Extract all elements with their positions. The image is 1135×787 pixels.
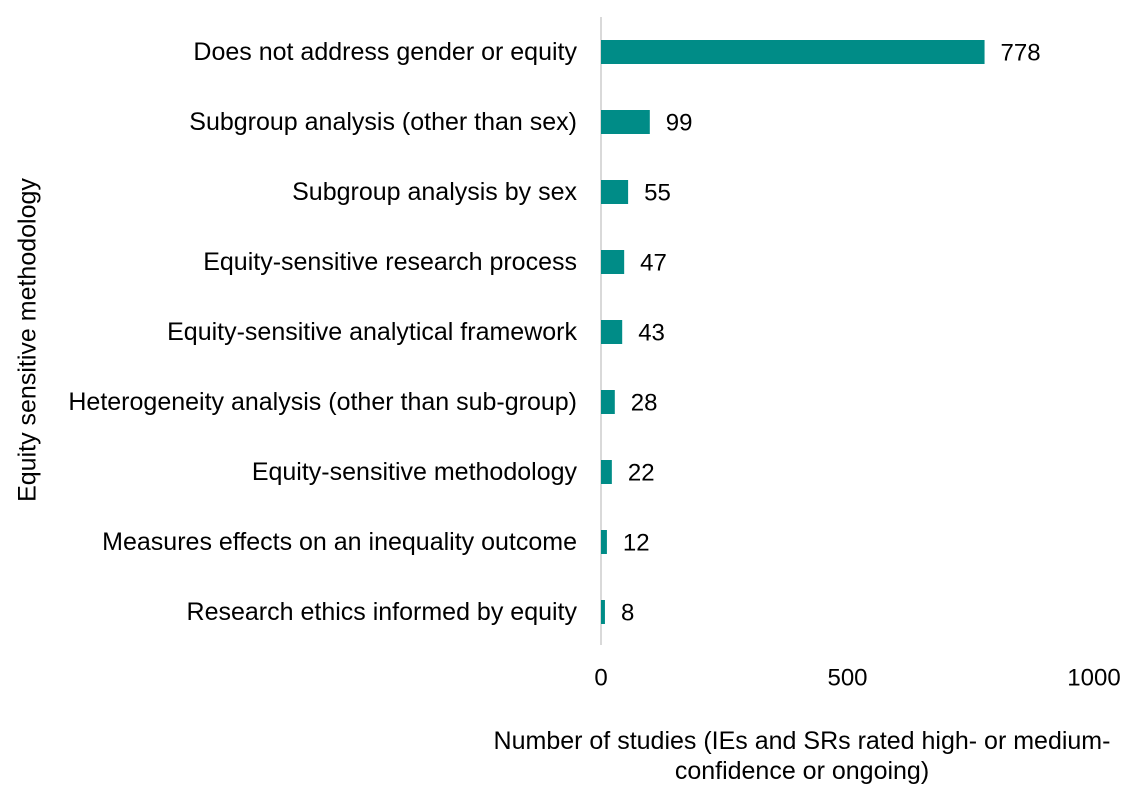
x-axis-title: Number of studies (IEs and SRs rated hig… xyxy=(493,727,1111,785)
bar xyxy=(601,110,650,134)
bar xyxy=(601,460,612,484)
y-tick-label-box: Measures effects on an inequality outcom… xyxy=(37,527,577,557)
data-label: 12 xyxy=(623,529,650,556)
y-tick-label-box: Equity-sensitive analytical framework xyxy=(37,317,577,347)
y-tick-label: Subgroup analysis by sex xyxy=(292,178,577,206)
x-tick-label: 1000 xyxy=(1067,664,1120,691)
y-tick-label: Subgroup analysis (other than sex) xyxy=(189,108,577,136)
bar xyxy=(601,250,625,274)
y-tick-label-box: Does not address gender or equity xyxy=(37,37,577,67)
y-tick-label: Research ethics informed by equity xyxy=(186,598,577,626)
x-tick-label: 500 xyxy=(827,664,867,691)
y-tick-label-box: Subgroup analysis by sex xyxy=(37,177,577,207)
bar xyxy=(601,530,607,554)
data-label: 47 xyxy=(640,249,667,276)
data-label: 8 xyxy=(621,599,634,626)
bar xyxy=(601,180,629,204)
data-label: 55 xyxy=(644,179,671,206)
y-tick-label-box: Equity-sensitive methodology xyxy=(37,457,577,487)
bar xyxy=(601,600,605,624)
y-tick-label: Does not address gender or equity xyxy=(193,38,577,66)
bar xyxy=(601,320,623,344)
y-tick-label: Equity-sensitive analytical framework xyxy=(167,318,577,346)
bar xyxy=(601,40,985,64)
y-tick-label-box: Research ethics informed by equity xyxy=(37,597,577,627)
y-tick-label: Heterogeneity analysis (other than sub-g… xyxy=(68,388,577,416)
bar xyxy=(601,390,615,414)
x-tick-label: 0 xyxy=(594,664,607,691)
data-label: 43 xyxy=(638,319,665,346)
data-label: 28 xyxy=(631,389,658,416)
y-tick-label: Equity-sensitive methodology xyxy=(251,458,577,486)
y-tick-label-box: Subgroup analysis (other than sex) xyxy=(37,107,577,137)
y-tick-label: Equity-sensitive research process xyxy=(203,248,577,276)
data-label: 22 xyxy=(628,459,655,486)
y-tick-label-box: Heterogeneity analysis (other than sub-g… xyxy=(37,387,577,417)
y-tick-label-box: Equity-sensitive research process xyxy=(37,247,577,277)
data-label: 778 xyxy=(1001,39,1041,66)
data-label: 99 xyxy=(666,109,693,136)
y-tick-label: Measures effects on an inequality outcom… xyxy=(102,528,577,556)
